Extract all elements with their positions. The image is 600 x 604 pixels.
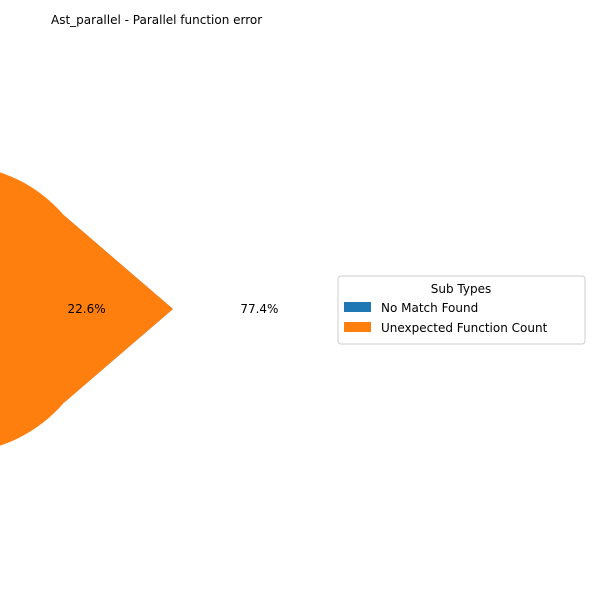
pie-slice-2 [0, 172, 173, 446]
pie-slices [0, 172, 173, 446]
legend-frame [337, 275, 586, 345]
legend-swatch-2 [344, 322, 371, 332]
legend-swatch-1 [344, 302, 371, 312]
legend-title: Sub Types [431, 282, 491, 296]
pie-slice-labels: 22.6% 77.4% [68, 302, 279, 316]
pie-slice-label-2: 77.4% [240, 302, 278, 316]
legend: Sub Types No Match Found Unexpected Func… [337, 275, 586, 345]
chart-title: Ast_parallel - Parallel function error [51, 13, 262, 27]
legend-label-1: No Match Found [381, 301, 478, 315]
pie-slice-label-1: 22.6% [68, 302, 106, 316]
legend-label-2: Unexpected Function Count [381, 321, 548, 335]
